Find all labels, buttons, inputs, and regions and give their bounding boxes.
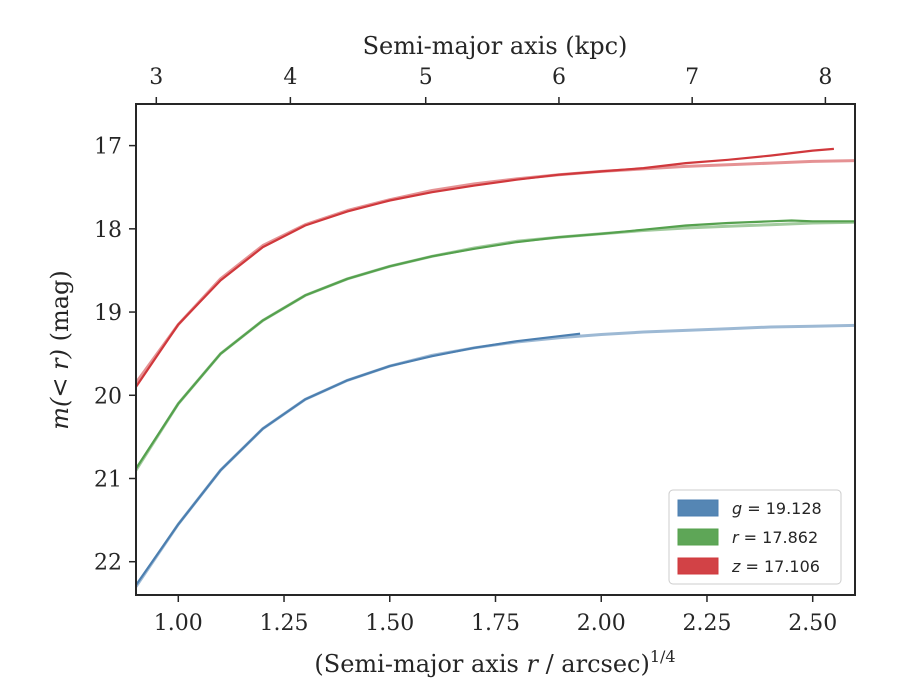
x-tick-label: 1.25: [260, 611, 309, 636]
x-axis-label-text: (Semi-major axis: [314, 650, 526, 678]
series-data-line-z: [136, 147, 834, 388]
legend-swatch-r: [677, 528, 719, 546]
top-x-tick-label: 6: [552, 65, 566, 90]
legend-var: z: [731, 557, 741, 576]
x-tick-label: 2.25: [682, 611, 731, 636]
plot-area: [136, 147, 855, 588]
legend-swatch-g: [677, 499, 719, 517]
x-axis: 1.00 1.25 1.50 1.75 2.00 2.25 2.50: [154, 595, 837, 636]
x-tick-label: 2.50: [788, 611, 837, 636]
x-axis-label-var: r: [526, 650, 539, 678]
legend-swatch-z: [677, 557, 719, 575]
x-tick-label: 1.75: [471, 611, 520, 636]
y-axis: 17 18 19 20 21 22: [94, 135, 136, 576]
legend-label-r: r = 17.862: [732, 528, 818, 547]
legend-value: = 19.128: [742, 499, 822, 518]
x-tick-label: 1.00: [154, 611, 203, 636]
top-x-axis-label: Semi-major axis (kpc): [363, 32, 628, 60]
y-tick-label: 17: [94, 135, 122, 160]
series-data-line-r: [136, 219, 855, 470]
y-tick-label: 22: [94, 551, 122, 576]
legend-value: = 17.862: [739, 528, 819, 547]
y-tick-label: 21: [94, 467, 122, 492]
x-axis-label: (Semi-major axis r / arcsec)1/4: [314, 647, 675, 678]
y-tick-label: 19: [94, 301, 122, 326]
top-x-tick-label: 5: [419, 65, 433, 90]
legend-label-z: z = 17.106: [731, 557, 820, 576]
y-tick-label: 18: [94, 218, 122, 243]
x-tick-label: 2.00: [577, 611, 626, 636]
x-axis-label-tail: / arcsec): [538, 650, 650, 678]
top-x-tick-label: 3: [149, 65, 163, 90]
legend-value: = 17.106: [740, 557, 820, 576]
x-axis-label-sup: 1/4: [650, 647, 676, 666]
top-x-tick-label: 7: [685, 65, 699, 90]
top-x-tick-label: 8: [818, 65, 832, 90]
legend-var: g: [732, 499, 742, 518]
top-x-axis: 3 4 5 6 7 8: [149, 65, 832, 104]
series-data-line-g: [136, 332, 581, 586]
y-axis-label-tail: (mag): [46, 270, 74, 349]
series-layer: [136, 147, 855, 588]
top-x-tick-label: 4: [283, 65, 297, 90]
series-model-line-z: [136, 159, 855, 384]
y-tick-label: 20: [94, 384, 122, 409]
y-axis-label: m(< r) (mag): [46, 270, 74, 430]
x-tick-label: 1.50: [365, 611, 414, 636]
y-axis-label-var: m(< r): [46, 349, 74, 430]
legend-label-g: g = 19.128: [732, 499, 822, 518]
legend-var: r: [732, 528, 740, 547]
